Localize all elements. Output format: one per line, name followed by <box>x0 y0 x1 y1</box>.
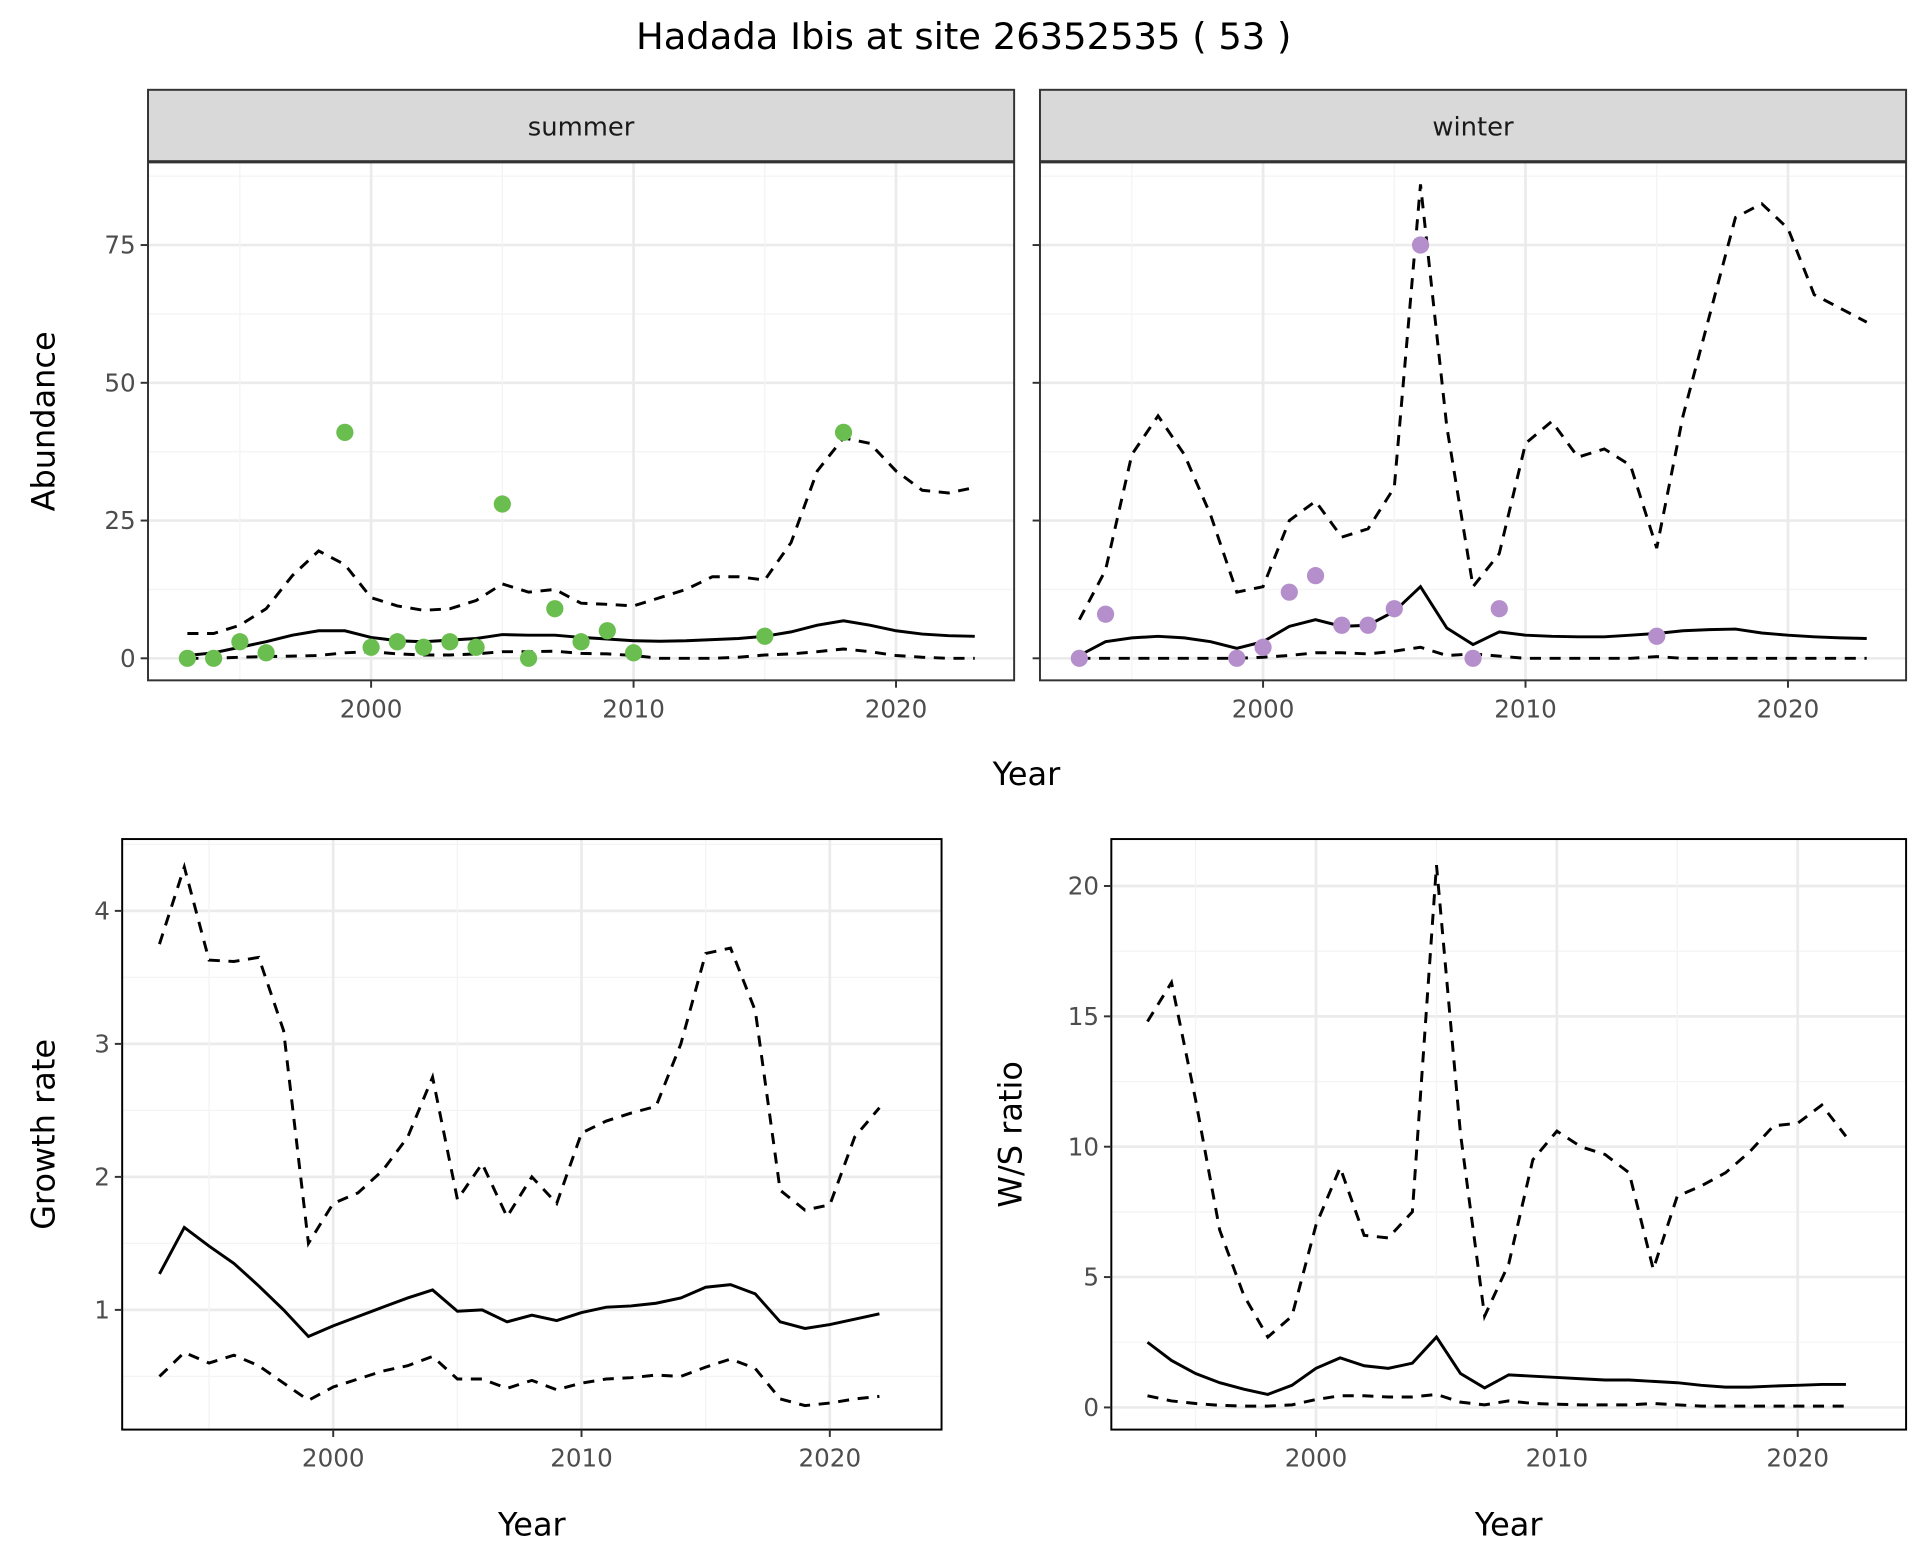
x-tick-label: 2020 <box>799 1443 862 1472</box>
mean-line <box>1146 1334 1846 1396</box>
data-point <box>834 423 853 442</box>
y-tick-label: 0 <box>120 644 136 673</box>
upper-ci-line <box>1146 865 1848 1340</box>
facet-strip-label: summer <box>528 112 635 142</box>
y-tick-label: 1 <box>94 1295 110 1324</box>
panel-border <box>147 161 1016 682</box>
y-tick-label: 0 <box>1083 1393 1099 1422</box>
panel-ws: 2000 2010 2020 0 5 10 15 20 W/S ratio Year <box>992 838 1908 1543</box>
data-point <box>336 423 354 442</box>
data-point <box>441 633 459 651</box>
panel-background <box>1039 162 1907 681</box>
panel-growth: 2000 2010 2020 1 2 3 4 Growth rate Year <box>25 838 943 1543</box>
x-tick-label: 2000 <box>302 1443 365 1472</box>
y-tick-label: 2 <box>94 1162 110 1191</box>
data-point <box>231 633 249 651</box>
y-tick-label: 3 <box>94 1029 110 1058</box>
x-tick-label: 2000 <box>1285 1443 1348 1472</box>
panel-summer: summer 2000 2010 2020 0 25 50 75 Abundance <box>25 88 1016 723</box>
panel-background <box>148 162 1015 681</box>
y-tick-label: 10 <box>1068 1132 1099 1161</box>
panel-border <box>1110 838 1908 1431</box>
data-point <box>519 649 538 667</box>
data-point <box>493 495 511 513</box>
mean-line <box>1078 584 1867 657</box>
x-tick-label: 2020 <box>1766 1443 1829 1472</box>
x-tick-label: 2010 <box>602 694 665 723</box>
chart-title: Hadada Ibis at site 26352535 ( 53 ) <box>636 15 1291 58</box>
data-point <box>1359 616 1377 634</box>
data-point <box>1385 600 1403 618</box>
data-point <box>1096 605 1115 623</box>
y-tick-label: 25 <box>104 506 135 535</box>
facet-strip <box>147 88 1016 163</box>
x-tick-label: 2000 <box>340 694 403 723</box>
panel-border <box>121 838 943 1431</box>
data-point <box>257 644 275 662</box>
data-point <box>467 638 485 656</box>
x-tick-label: 2020 <box>1757 694 1820 723</box>
lower-ci-line <box>158 1350 880 1408</box>
x-axis-title: Year <box>1474 1505 1544 1543</box>
x-tick-label: 2020 <box>865 694 928 723</box>
panel-border <box>1038 161 1908 682</box>
data-point <box>1254 638 1272 656</box>
data-point <box>362 638 380 656</box>
data-point <box>572 633 590 651</box>
data-point <box>624 644 643 662</box>
data-point <box>388 633 406 651</box>
data-point <box>1411 236 1430 254</box>
upper-ci-line <box>158 861 881 1248</box>
x-tick-label: 2010 <box>1494 694 1557 723</box>
data-point <box>546 600 564 618</box>
y-tick-label: 5 <box>1083 1263 1099 1292</box>
data-point <box>598 622 616 640</box>
facet-strip <box>1038 88 1908 163</box>
y-tick-label: 4 <box>94 896 110 925</box>
upper-ci-line <box>1078 184 1868 621</box>
mean-line <box>158 1225 880 1339</box>
data-point <box>1464 649 1482 667</box>
data-point <box>205 649 223 667</box>
data-point <box>1280 583 1298 601</box>
panel-background <box>1111 839 1907 1430</box>
data-point <box>414 638 433 656</box>
y-tick-label: 15 <box>1068 1002 1099 1031</box>
panel-background <box>122 839 942 1430</box>
x-axis-title-top: Year <box>992 755 1062 793</box>
data-point <box>1490 600 1508 618</box>
data-point <box>1228 649 1246 667</box>
y-tick-label: 75 <box>104 231 135 260</box>
x-axis-title: Year <box>497 1505 567 1543</box>
y-axis-title: Growth rate <box>25 1039 63 1230</box>
y-tick-label: 20 <box>1068 872 1099 901</box>
data-point <box>1648 627 1666 645</box>
y-axis-title: Abundance <box>25 331 63 511</box>
data-point <box>178 649 196 667</box>
y-tick-label: 50 <box>104 368 135 397</box>
y-axis-title: W/S ratio <box>992 1061 1030 1208</box>
data-point <box>1070 649 1088 667</box>
panel-winter: winter 2000 2010 2020 <box>1032 88 1908 723</box>
data-point <box>756 627 774 645</box>
x-tick-label: 2000 <box>1232 694 1295 723</box>
x-tick-label: 2010 <box>550 1443 613 1472</box>
data-point <box>1306 567 1325 585</box>
lower-ci-line <box>187 647 975 660</box>
facet-strip-label: winter <box>1432 112 1514 142</box>
data-point <box>1333 616 1351 634</box>
x-tick-label: 2010 <box>1526 1443 1589 1472</box>
